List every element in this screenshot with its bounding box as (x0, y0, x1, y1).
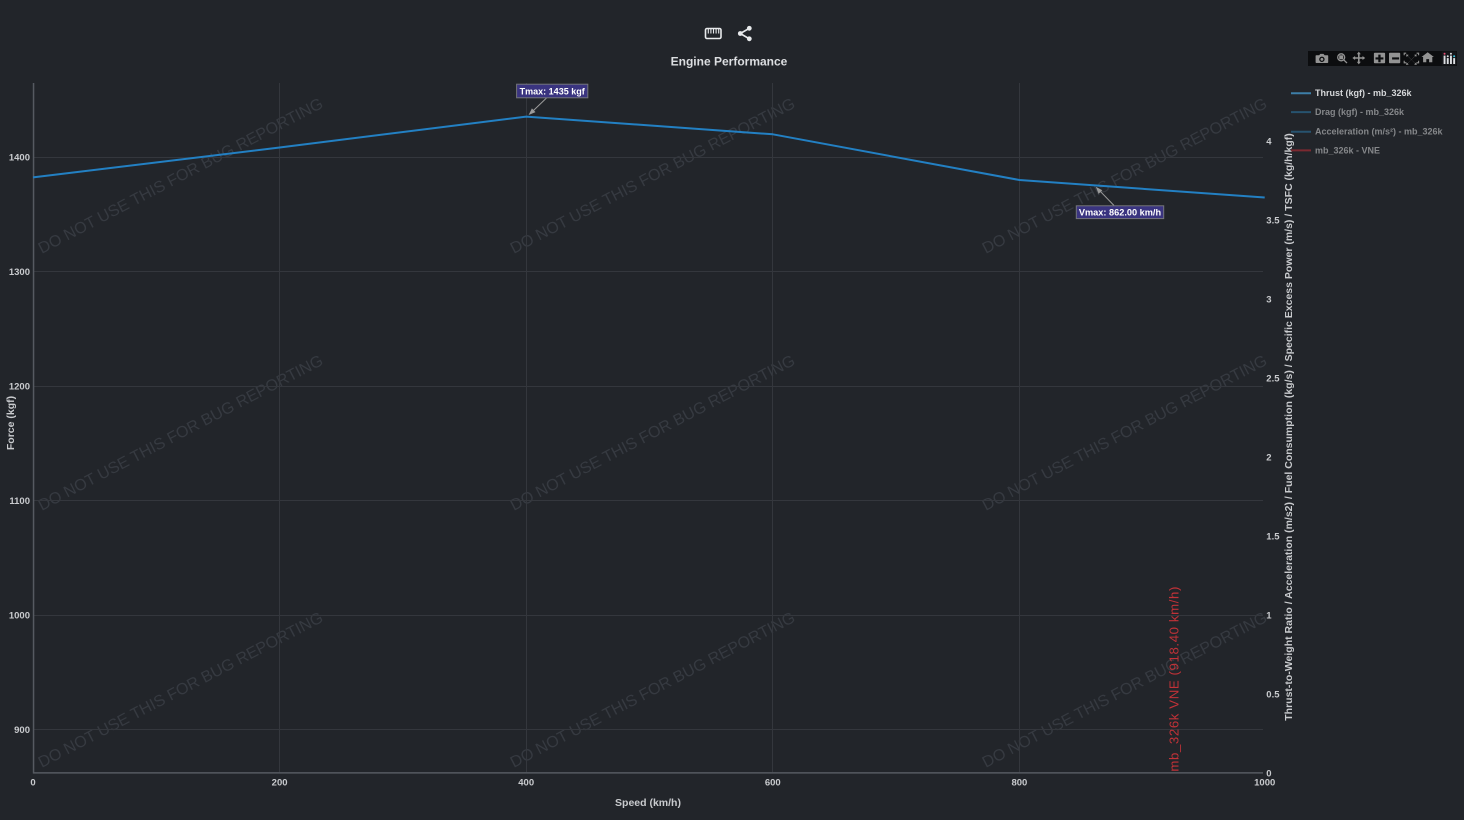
svg-text:mb_326k VNE (918.40 km/h): mb_326k VNE (918.40 km/h) (1167, 586, 1182, 772)
svg-text:3.5: 3.5 (1266, 215, 1280, 226)
svg-text:Tmax: 1435 kgf: Tmax: 1435 kgf (520, 86, 586, 96)
svg-text:0: 0 (30, 778, 35, 789)
svg-text:1: 1 (1266, 610, 1272, 621)
svg-text:Force (kgf): Force (kgf) (5, 396, 17, 450)
svg-text:1000: 1000 (9, 611, 30, 622)
svg-text:200: 200 (272, 778, 288, 789)
svg-text:0.5: 0.5 (1266, 689, 1280, 700)
svg-text:1400: 1400 (9, 153, 30, 164)
svg-text:1.5: 1.5 (1266, 531, 1280, 542)
svg-text:1100: 1100 (9, 496, 30, 507)
svg-text:900: 900 (14, 725, 30, 736)
svg-text:1000: 1000 (1254, 778, 1275, 789)
svg-text:mb_326k - VNE: mb_326k - VNE (1315, 145, 1380, 155)
svg-text:3: 3 (1266, 294, 1271, 305)
svg-text:800: 800 (1011, 778, 1027, 789)
svg-text:Drag (kgf) - mb_326k: Drag (kgf) - mb_326k (1315, 107, 1405, 117)
svg-text:2: 2 (1266, 452, 1271, 463)
svg-text:0: 0 (1266, 768, 1271, 779)
svg-text:2.5: 2.5 (1266, 373, 1280, 384)
svg-text:1300: 1300 (9, 267, 30, 278)
svg-text:Acceleration (m/s²) - mb_326k: Acceleration (m/s²) - mb_326k (1315, 127, 1444, 137)
svg-text:4: 4 (1266, 136, 1272, 147)
svg-text:1200: 1200 (9, 382, 30, 393)
svg-text:400: 400 (518, 778, 534, 789)
svg-text:Vmax: 862.00 km/h: Vmax: 862.00 km/h (1079, 207, 1162, 217)
svg-text:Speed (km/h): Speed (km/h) (615, 797, 681, 809)
svg-text:Thrust-to-Weight Ratio / Accel: Thrust-to-Weight Ratio / Acceleration (m… (1283, 133, 1295, 721)
svg-text:Thrust (kgf) - mb_326k: Thrust (kgf) - mb_326k (1315, 88, 1413, 98)
svg-text:Engine Performance: Engine Performance (671, 55, 788, 69)
svg-text:600: 600 (765, 778, 781, 789)
